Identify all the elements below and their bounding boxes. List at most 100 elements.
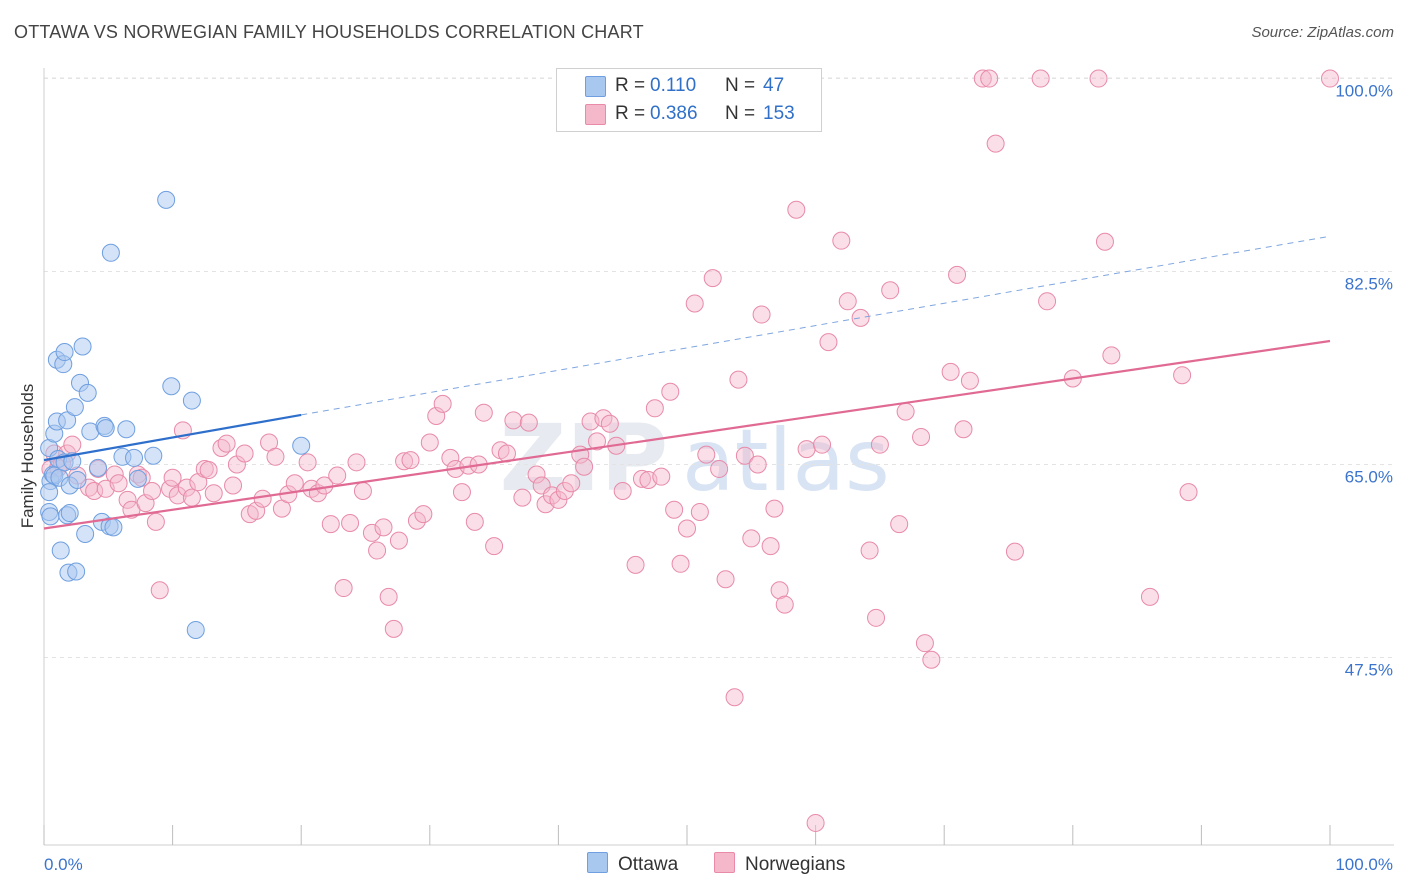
norwegians-point [328, 466, 347, 485]
correlation-legend: R = 0.110 N = 47 R = 0.386 N = 153 [556, 68, 822, 132]
norwegians-point [395, 452, 414, 471]
ottawa-series [40, 190, 311, 639]
norwegians-point [575, 457, 594, 476]
norwegians-point [150, 581, 169, 600]
ottawa-point [76, 525, 95, 544]
norwegians-point [334, 579, 353, 598]
r-label: R = [615, 103, 646, 124]
ottawa-swatch [587, 852, 608, 873]
norwegians-point [806, 813, 825, 832]
ottawa-point [292, 436, 311, 455]
norwegians-point [600, 414, 619, 433]
ottawa-point [40, 483, 59, 502]
norwegians-point [735, 446, 754, 465]
norwegians-point [105, 465, 124, 484]
legend-label-norwegians: Norwegians [745, 854, 846, 875]
norwegians-point [384, 619, 403, 638]
ottawa-point [125, 448, 144, 467]
r-value: 0.110 [650, 75, 697, 96]
norwegians-point [474, 403, 493, 422]
norwegians-point [761, 537, 780, 556]
norwegians-point [441, 448, 460, 467]
norwegians-point [710, 459, 729, 478]
norwegians-point [85, 481, 104, 500]
norwegians-point [253, 489, 272, 508]
norwegians-point [401, 451, 420, 470]
norwegians-point [379, 587, 398, 606]
norwegians-point [896, 402, 915, 421]
norwegians-point [407, 511, 426, 530]
norwegians-point [948, 265, 967, 284]
norwegians-point [703, 269, 722, 288]
norwegians-point [797, 440, 816, 459]
bottom-legend-ottawa: Ottawa [587, 852, 678, 876]
norwegians-point [941, 362, 960, 381]
y-tick-label: 47.5% [1345, 661, 1393, 680]
ottawa-point [104, 518, 123, 537]
ottawa-point [157, 190, 176, 209]
norwegians-point [765, 499, 784, 518]
norwegians-point [224, 476, 243, 495]
norwegians-point [632, 469, 651, 488]
norwegians-point [374, 518, 393, 537]
norwegians-point [118, 490, 137, 509]
norwegians-point [504, 411, 523, 430]
norwegians-point [109, 474, 128, 493]
norwegians-point [362, 523, 381, 542]
r-value: 0.386 [650, 103, 698, 124]
norwegians-series [41, 69, 1339, 832]
legend-label-ottawa: Ottawa [618, 854, 679, 875]
norwegians-point [671, 554, 690, 573]
norwegians-point [775, 595, 794, 614]
x-tick-label: 0.0% [44, 855, 83, 874]
norwegians-point [813, 435, 832, 454]
norwegians-point [716, 570, 735, 589]
norwegians-point [168, 486, 187, 505]
norwegians-point [189, 473, 208, 492]
n-value: 47 [763, 75, 785, 96]
n-label: N = [725, 103, 756, 124]
norwegians-point [787, 200, 806, 219]
norwegians-point [748, 455, 767, 474]
norwegians-point [368, 541, 387, 560]
ottawa-point [89, 458, 108, 477]
n-label: N = [725, 75, 756, 96]
norwegians-point [912, 427, 931, 446]
ottawa-point [162, 377, 181, 396]
norwegians-point [770, 581, 789, 600]
norwegians-point [881, 281, 900, 300]
norwegians-point [1140, 587, 1159, 606]
norwegians-point [143, 481, 162, 500]
y-tick-label: 100.0% [1335, 82, 1393, 101]
source-label: Source: ZipAtlas.com [1251, 24, 1394, 41]
norwegians-point [1095, 232, 1114, 251]
norwegians-point [217, 434, 236, 453]
ottawa-point [117, 420, 136, 439]
norwegians-point [986, 134, 1005, 153]
n-value: 153 [763, 103, 795, 124]
ottawa-point [144, 446, 163, 465]
norwegians-point [519, 413, 538, 432]
norwegians-point [870, 435, 889, 454]
norwegians-point [182, 488, 201, 507]
norwegians-swatch [585, 104, 606, 125]
ottawa-point [186, 620, 205, 639]
norwegians-point [742, 529, 761, 548]
norwegians-point [414, 505, 433, 524]
norwegians-point [752, 305, 771, 324]
norwegians-point [678, 519, 696, 538]
norwegians-point [661, 382, 680, 401]
norwegians-point [549, 490, 568, 509]
norwegians-point [452, 483, 471, 502]
ottawa-trend-line [43, 413, 302, 462]
y-tick-label: 82.5% [1345, 275, 1393, 294]
norwegians-point [690, 502, 709, 521]
norwegians-point [485, 537, 504, 556]
norwegians-point [389, 531, 408, 550]
norwegians-point [922, 650, 941, 669]
norwegians-point [513, 488, 532, 507]
norwegians-point [199, 461, 218, 480]
norwegians-point [1173, 366, 1192, 385]
norwegians-point [1031, 69, 1050, 88]
